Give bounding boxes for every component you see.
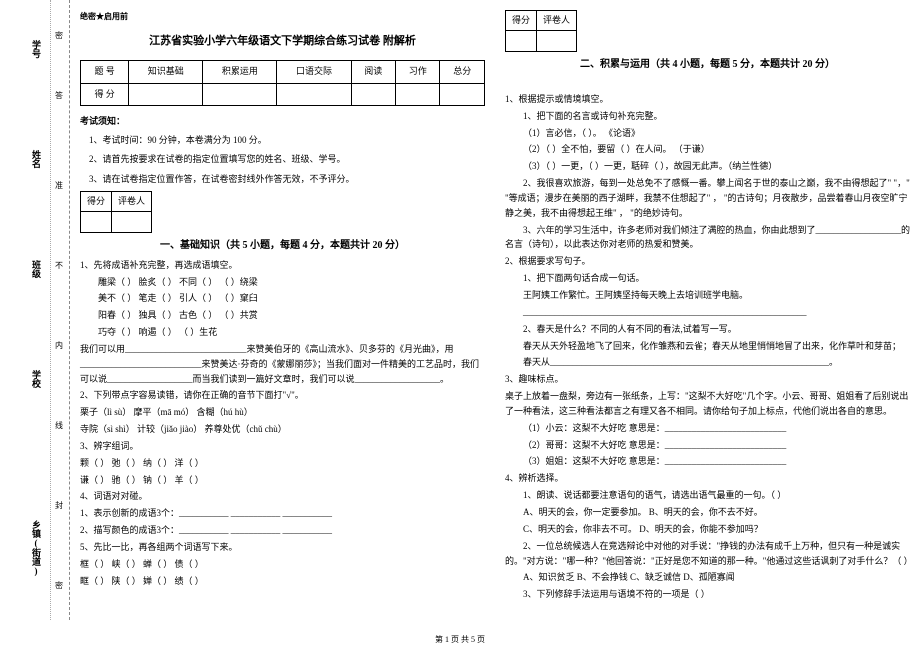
q2-1-2: （2）（ ）全不怕，要留（ ）在人间。 （于谦） [505,142,910,157]
score-h-2: 积累运用 [203,61,277,83]
main-content: 绝密★启用前 江苏省实验小学六年级语文下学期综合练习试卷 附解析 题 号 知识基… [80,10,910,604]
score-r-4 [351,83,395,105]
q2-1-1: （1）言必信，（ ）。 《论语》 [505,126,910,141]
q1-5-r1: 眶（ ） 陕（ ） 婵（ ） 绩（ ） [80,574,485,589]
q1-1-r0: 雕梁（ ） 脍炙（ ） 不同（ ） （ ）绕梁 [80,275,485,290]
q1-1: 1、先将成语补充完整，再选成语填空。 [80,258,485,273]
q2-4-4: A、知识贫乏 B、不会挣钱 C、缺乏诚信 D、孤陋寡闻 [505,570,910,585]
q1-1-r2: 阳春（ ） 独具（ ） 古色（ ） （ ）共赏 [80,308,485,323]
mini-2-c [506,31,537,51]
q2-2-5: 春天从_____________________________________… [505,355,910,370]
q2-3-2: （3）姐姐：这梨不大好吃 意思是：_______________________… [505,454,910,469]
q2-4-0: 1、朗读、说话都要注意语句的语气，请选出语气最重的一句。（ ） [505,488,910,503]
sidebar-label-school: 学校 [30,370,43,388]
score-h-0: 题 号 [81,61,129,83]
mini-score-table-2: 得分 评卷人 [505,10,577,52]
right-column: 得分 评卷人 二、积累与运用（共 4 小题，每题 5 分，本题共计 20 分） … [505,10,910,604]
score-h-4: 阅读 [351,61,395,83]
page-footer: 第 1 页 共 5 页 [0,634,920,645]
q2-2-3: 2、春天是什么？不同的人有不同的看法,试着写一写。 [505,322,910,337]
q1-4: 4、词语对对碰。 [80,489,485,504]
sidebar-label-studentid: 学号 [30,40,43,58]
q2-1-4: 2、我很喜欢旅游，每到一处总免不了感慨一番。攀上闻名于世的泰山之巅，我不由得想起… [505,176,910,221]
score-h-1: 知识基础 [129,61,203,83]
q2-3: 3、趣味标点。 [505,372,910,387]
mini-1-d [112,212,152,232]
mini-1-b: 评卷人 [112,192,152,212]
q2-4-2: C、明天的会，你非去不可。 D、明天的会，你能不参加吗？ [505,522,910,537]
sidebar-char-4: 内 [55,340,63,351]
section2-heading: 二、积累与运用（共 4 小题，每题 5 分，本题共计 20 分） [505,56,910,73]
q2-2-0: 1、把下面两句话合成一句话。 [505,271,910,286]
sidebar-char-0: 密 [55,30,63,41]
q2-3-0: （1）小云：这梨不大好吃 意思是：_______________________… [505,421,910,436]
score-r-3 [277,83,351,105]
q1-1-r3: 巧夺（ ） 响遏（ ） （ ）生花 [80,325,485,340]
sidebar-char-1: 答 [55,90,63,101]
notice-1: 1、考试时间：90 分钟，本卷满分为 100 分。 [80,133,485,148]
q2-3-text: 桌子上放着一盘梨，旁边有一张纸条，上写："这梨不大好吃"几个字。小云、哥哥、姐姐… [505,389,910,419]
score-r-2 [203,83,277,105]
notice-heading: 考试须知： [80,114,485,129]
q1-2-r1: 寺院（sì shì） 计较（jiǎo jiào） 养尊处优（chǔ chù） [80,422,485,437]
q1-2-r0: 栗子（lì sù） 摩平（mā mó） 含糊（hú hù） [80,405,485,420]
q1-5-r0: 框（ ） 峡（ ） 蝉（ ） 债（ ） [80,557,485,572]
score-r-5 [395,83,439,105]
mini-1-c [81,212,112,232]
sidebar-label-class: 班级 [30,260,43,278]
binding-sidebar: 学号 姓名 班级 学校 乡镇(街道) 密 答 准 不 内 线 封 密 [0,0,70,620]
q1-3-r0: 颗（ ） 弛（ ） 纳（ ） 洋（ ） [80,456,485,471]
left-column: 绝密★启用前 江苏省实验小学六年级语文下学期综合练习试卷 附解析 题 号 知识基… [80,10,485,604]
q1-4-r0: 1、表示创新的成语3个：___________ ___________ ____… [80,506,485,521]
q2-2: 2、根据要求写句子。 [505,254,910,269]
notice-3: 3、请在试卷指定位置作答，在试卷密封线外作答无效，不予评分。 [80,172,485,187]
q1-4-r1: 2、描写颜色的成语3个：___________ ___________ ____… [80,523,485,538]
sidebar-label-town: 乡镇(街道) [30,520,43,576]
q2-4: 4、辨析选择。 [505,471,910,486]
score-r-6 [440,83,485,105]
sidebar-char-6: 封 [55,500,63,511]
mini-2-d [537,31,577,51]
q1-2: 2、下列带点字容易读错，请你在正确的音节下面打"√"。 [80,388,485,403]
q2-1: 1、根据提示或情境填空。 [505,92,910,107]
q2-1-3: （3）（ ）一更，（ ）一更，聒碎（ ），故园无此声。（纳兰性德） [505,159,910,174]
score-h-6: 总分 [440,61,485,83]
sidebar-char-3: 不 [55,260,63,271]
score-h-3: 口语交际 [277,61,351,83]
mini-2-a: 得分 [506,11,537,31]
q2-2-2: ________________________________________… [505,305,910,320]
q2-1-0: 1、把下面的名言或诗句补充完整。 [505,109,910,124]
mini-2-b: 评卷人 [537,11,577,31]
score-r-1 [129,83,203,105]
section1-heading: 一、基础知识（共 5 小题，每题 4 分，本题共计 20 分） [80,237,485,254]
sidebar-char-2: 准 [55,180,63,191]
q1-5: 5、先比一比，再各组两个词语写下来。 [80,540,485,555]
exam-title: 江苏省实验小学六年级语文下学期综合练习试卷 附解析 [80,32,485,51]
q2-1-5: 3、六年的学习生活中，许多老师对我们倾注了满腔的热血，你由此想到了_______… [505,223,910,253]
sidebar-label-name: 姓名 [30,150,43,168]
q2-2-4: 春天从天外轻盈地飞了回来，化作雏燕和云雀；春天从地里悄悄地冒了出来，化作草叶和芽… [505,339,910,354]
q2-4-1: A、明天的会，你一定要参加。 B、明天的会，你不去不好。 [505,505,910,520]
notice-2: 2、请首先按要求在试卷的指定位置填写您的姓名、班级、学号。 [80,152,485,167]
mini-1-a: 得分 [81,192,112,212]
q2-3-1: （2）哥哥：这梨不大好吃 意思是：_______________________… [505,438,910,453]
q1-3: 3、辨字组词。 [80,439,485,454]
q2-2-1: 王阿姨工作繁忙。王阿姨坚持每天晚上去培训班学电脑。 [505,288,910,303]
q1-1-r1: 美不（ ） 笔走（ ） 引人（ ） （ ）窠臼 [80,291,485,306]
mini-score-table-1: 得分 评卷人 [80,191,152,233]
score-h-5: 习作 [395,61,439,83]
sidebar-char-7: 密 [55,580,63,591]
score-table: 题 号 知识基础 积累运用 口语交际 阅读 习作 总分 得 分 [80,60,485,106]
secret-label: 绝密★启用前 [80,10,485,24]
sidebar-char-5: 线 [55,420,63,431]
score-r-0: 得 分 [81,83,129,105]
q1-1-text: 我们可以用___________________________来赞美伯牙的《高… [80,342,485,387]
q2-4-5: 3、下列修辞手法运用与语境不符的一项是（ ） [505,587,910,602]
dotted-line [50,0,51,620]
q1-3-r1: 谦（ ） 驰（ ） 钠（ ） 羊（ ） [80,473,485,488]
q2-4-3: 2、一位总统候选人在竞选辩论中对他的对手说："挣钱的办法有成千上万种，但只有一种… [505,539,910,569]
